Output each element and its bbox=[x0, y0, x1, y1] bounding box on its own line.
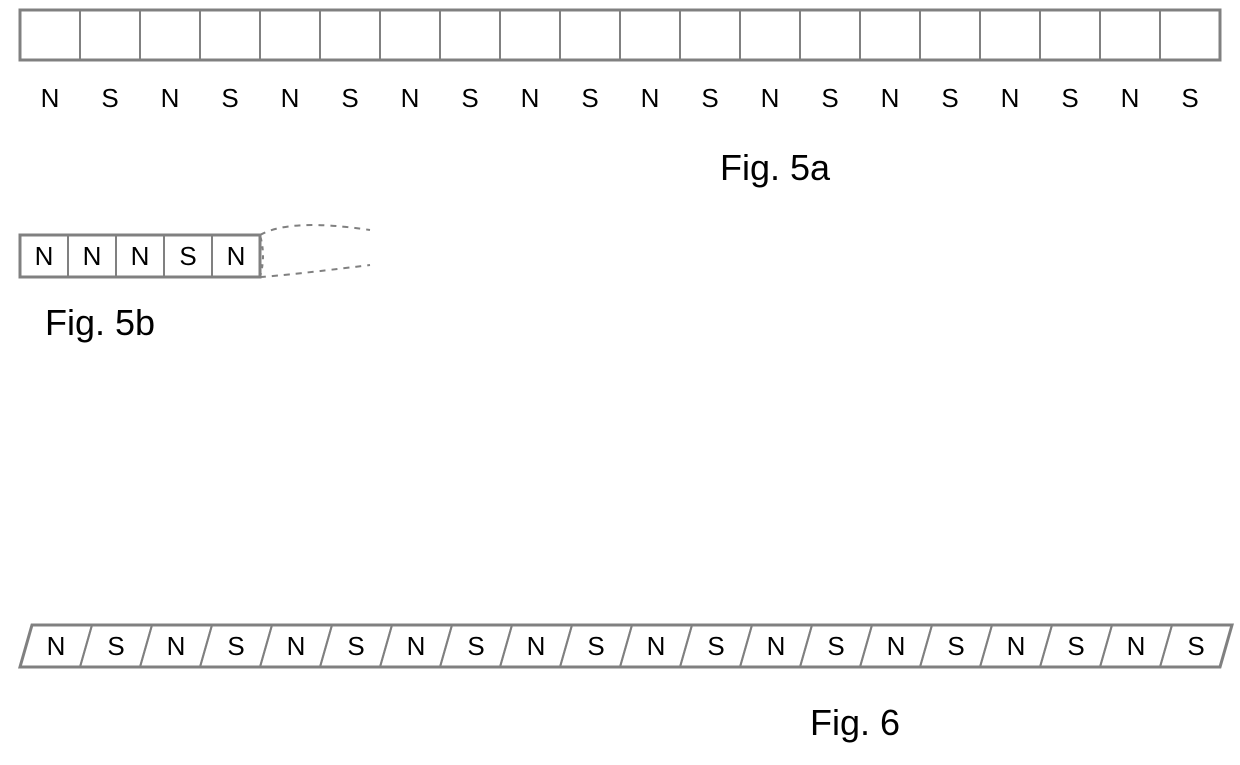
fig6-pole-label: S bbox=[227, 631, 244, 661]
fig5a-cell bbox=[740, 10, 800, 60]
fig6-pole-label: N bbox=[527, 631, 546, 661]
fig6-pole-label: S bbox=[707, 631, 724, 661]
fig6-pole-label: N bbox=[647, 631, 666, 661]
fig5a-cell bbox=[1160, 10, 1220, 60]
fig5a-cell bbox=[1040, 10, 1100, 60]
fig6-pole-label: S bbox=[1067, 631, 1084, 661]
fig6-pole-label: S bbox=[107, 631, 124, 661]
fig6-pole-label: S bbox=[1187, 631, 1204, 661]
fig5a-pole-label: S bbox=[1181, 83, 1198, 113]
fig5a-pole-label: S bbox=[821, 83, 838, 113]
fig6-pole-label: N bbox=[1007, 631, 1026, 661]
fig5a-cell bbox=[860, 10, 920, 60]
fig5a-cell bbox=[140, 10, 200, 60]
fig5a-cell bbox=[320, 10, 380, 60]
fig6-pole-label: S bbox=[587, 631, 604, 661]
fig5a-pole-label: S bbox=[941, 83, 958, 113]
fig5a-pole-label: S bbox=[341, 83, 358, 113]
fig6-pole-label: N bbox=[287, 631, 306, 661]
fig5a-pole-label: N bbox=[401, 83, 420, 113]
fig5a-cell bbox=[20, 10, 80, 60]
fig5a-pole-label: S bbox=[221, 83, 238, 113]
fig5a-pole-label: N bbox=[1001, 83, 1020, 113]
fig6-pole-label: N bbox=[887, 631, 906, 661]
fig6-pole-label: N bbox=[1127, 631, 1146, 661]
fig5b-dashed-top bbox=[260, 225, 370, 235]
fig5a-pole-label: N bbox=[161, 83, 180, 113]
fig5a-cell bbox=[680, 10, 740, 60]
fig5a-cell bbox=[80, 10, 140, 60]
fig5a-cell bbox=[920, 10, 980, 60]
fig5b-pole-label: N bbox=[35, 241, 54, 271]
fig6-pole-label: S bbox=[947, 631, 964, 661]
fig5a-cell bbox=[260, 10, 320, 60]
fig5a-cell bbox=[620, 10, 680, 60]
fig5a-cell bbox=[380, 10, 440, 60]
fig6-pole-label: S bbox=[827, 631, 844, 661]
fig6-pole-label: N bbox=[167, 631, 186, 661]
fig5a-cell bbox=[560, 10, 620, 60]
fig-6: N S N S N S N S N S N S N S N S N S N S Fig. 6 bbox=[20, 625, 1232, 743]
fig5a-pole-label: N bbox=[1121, 83, 1140, 113]
fig5a-pole-label: N bbox=[761, 83, 780, 113]
fig-5a: N S N S N S N S N S N S N S N S N S N S Fig. 5a bbox=[20, 10, 1220, 188]
fig5a-cell bbox=[200, 10, 260, 60]
fig5a-pole-label: N bbox=[881, 83, 900, 113]
fig5b-pole-label: N bbox=[83, 241, 102, 271]
fig5a-pole-label: S bbox=[581, 83, 598, 113]
fig5a-cell bbox=[800, 10, 860, 60]
fig5b-pole-label: N bbox=[131, 241, 150, 271]
fig5a-cell bbox=[1100, 10, 1160, 60]
fig5b-dashed-bottom bbox=[260, 265, 370, 277]
fig5a-pole-label: N bbox=[281, 83, 300, 113]
fig5a-pole-label: S bbox=[701, 83, 718, 113]
fig6-pole-label: N bbox=[407, 631, 426, 661]
fig5a-pole-label: S bbox=[1061, 83, 1078, 113]
fig6-pole-label: S bbox=[467, 631, 484, 661]
fig6-pole-label: N bbox=[767, 631, 786, 661]
fig5a-cell bbox=[500, 10, 560, 60]
fig5a-pole-label: N bbox=[41, 83, 60, 113]
fig6-pole-label: N bbox=[47, 631, 66, 661]
fig5b-pole-label: N bbox=[227, 241, 246, 271]
fig5b-caption: Fig. 5b bbox=[45, 302, 155, 343]
fig5a-pole-label: S bbox=[101, 83, 118, 113]
fig5a-pole-label: N bbox=[641, 83, 660, 113]
fig5a-cell bbox=[980, 10, 1040, 60]
fig5a-caption: Fig. 5a bbox=[720, 147, 831, 188]
fig5a-pole-label: S bbox=[461, 83, 478, 113]
fig5a-cell bbox=[440, 10, 500, 60]
fig6-pole-label: S bbox=[347, 631, 364, 661]
fig6-caption: Fig. 6 bbox=[810, 702, 900, 743]
fig5a-pole-label: N bbox=[521, 83, 540, 113]
fig-5b: NNNSNFig. 5b bbox=[20, 225, 370, 343]
fig5b-pole-label: S bbox=[179, 241, 196, 271]
